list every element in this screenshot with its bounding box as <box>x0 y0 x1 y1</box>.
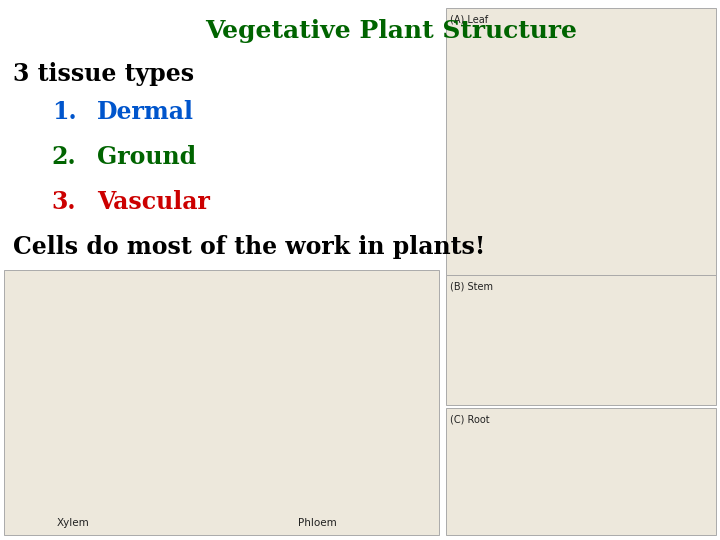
Text: (C) Root: (C) Root <box>450 414 490 424</box>
Text: Dermal: Dermal <box>97 100 194 124</box>
Text: (B) Stem: (B) Stem <box>450 282 493 292</box>
Bar <box>446 8 716 275</box>
Text: 3 tissue types: 3 tissue types <box>13 62 194 86</box>
Text: Vascular: Vascular <box>97 190 210 213</box>
Text: 1.: 1. <box>52 100 76 124</box>
Text: Phloem: Phloem <box>298 518 337 528</box>
Text: Vegetative Plant Structure: Vegetative Plant Structure <box>205 19 577 43</box>
Text: 3.: 3. <box>52 190 76 213</box>
Bar <box>446 408 716 535</box>
Text: Ground: Ground <box>97 145 197 168</box>
Text: 2.: 2. <box>52 145 76 168</box>
Text: Cells do most of the work in plants!: Cells do most of the work in plants! <box>13 235 485 259</box>
Bar <box>446 275 716 405</box>
Text: Xylem: Xylem <box>57 518 90 528</box>
Text: (A) Leaf: (A) Leaf <box>450 15 488 25</box>
Bar <box>4 270 439 535</box>
